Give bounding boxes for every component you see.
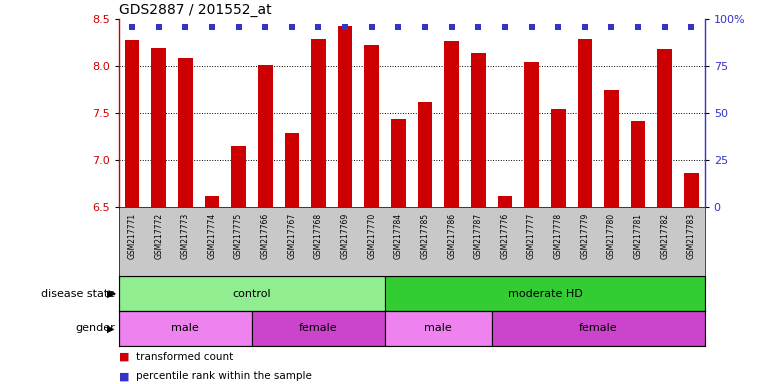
Text: GSM217784: GSM217784 <box>394 213 403 259</box>
Text: female: female <box>579 323 617 333</box>
Point <box>419 24 431 30</box>
Bar <box>284 133 300 207</box>
Bar <box>604 90 619 207</box>
Text: ▶: ▶ <box>107 289 115 299</box>
Bar <box>492 311 705 346</box>
Text: GSM217774: GSM217774 <box>208 213 217 259</box>
Text: GSM217775: GSM217775 <box>234 213 243 259</box>
Point <box>605 24 617 30</box>
Bar <box>231 146 246 207</box>
Text: GSM217782: GSM217782 <box>660 213 669 259</box>
Point <box>525 24 538 30</box>
Text: GSM217770: GSM217770 <box>367 213 376 259</box>
Text: GDS2887 / 201552_at: GDS2887 / 201552_at <box>119 3 271 17</box>
Text: GSM217767: GSM217767 <box>287 213 296 259</box>
Bar <box>178 58 192 207</box>
Text: male: male <box>424 323 452 333</box>
Text: percentile rank within the sample: percentile rank within the sample <box>136 371 312 381</box>
Bar <box>524 61 539 207</box>
Point <box>392 24 404 30</box>
Point <box>499 24 511 30</box>
Bar <box>471 53 486 207</box>
Text: GSM217769: GSM217769 <box>341 213 349 259</box>
Bar <box>119 276 385 311</box>
Text: GSM217783: GSM217783 <box>687 213 696 259</box>
Text: GSM217768: GSM217768 <box>314 213 323 259</box>
Text: GSM217779: GSM217779 <box>581 213 589 259</box>
Point <box>339 24 352 30</box>
Point <box>286 24 298 30</box>
Bar <box>252 311 385 346</box>
Text: female: female <box>300 323 338 333</box>
Text: GSM217776: GSM217776 <box>500 213 509 259</box>
Point <box>259 24 271 30</box>
Point <box>552 24 565 30</box>
Point <box>232 24 244 30</box>
Bar <box>385 276 705 311</box>
Bar <box>684 174 699 207</box>
Text: GSM217780: GSM217780 <box>607 213 616 259</box>
Point <box>579 24 591 30</box>
Text: GSM217773: GSM217773 <box>181 213 190 259</box>
Text: ▶: ▶ <box>107 323 115 333</box>
Bar <box>119 311 252 346</box>
Text: GSM217771: GSM217771 <box>128 213 136 259</box>
Point <box>472 24 484 30</box>
Bar <box>152 48 166 207</box>
Point <box>126 24 138 30</box>
Bar <box>551 109 565 207</box>
Bar <box>391 119 406 207</box>
Bar <box>338 26 352 207</box>
Bar <box>385 311 492 346</box>
Text: GSM217777: GSM217777 <box>527 213 536 259</box>
Text: GSM217785: GSM217785 <box>421 213 430 259</box>
Point <box>659 24 671 30</box>
Bar <box>631 121 646 207</box>
Bar <box>657 49 672 207</box>
Bar <box>365 45 379 207</box>
Bar <box>498 196 512 207</box>
Text: disease state: disease state <box>41 289 115 299</box>
Point <box>179 24 192 30</box>
Text: GSM217781: GSM217781 <box>633 213 643 259</box>
Text: male: male <box>172 323 199 333</box>
Text: control: control <box>233 289 271 299</box>
Bar <box>578 39 592 207</box>
Text: GSM217766: GSM217766 <box>260 213 270 259</box>
Text: ■: ■ <box>119 371 129 381</box>
Point <box>632 24 644 30</box>
Text: GSM217787: GSM217787 <box>474 213 483 259</box>
Bar <box>311 39 326 207</box>
Point <box>446 24 458 30</box>
Text: moderate HD: moderate HD <box>508 289 582 299</box>
Point <box>365 24 378 30</box>
Bar <box>444 41 459 207</box>
Text: GSM217772: GSM217772 <box>154 213 163 259</box>
Bar <box>417 102 432 207</box>
Text: transformed count: transformed count <box>136 352 233 362</box>
Point <box>313 24 325 30</box>
Point <box>152 24 165 30</box>
Text: ■: ■ <box>119 352 129 362</box>
Text: GSM217778: GSM217778 <box>554 213 563 259</box>
Text: gender: gender <box>75 323 115 333</box>
Point <box>686 24 698 30</box>
Bar <box>258 65 273 207</box>
Bar <box>125 40 139 207</box>
Point <box>206 24 218 30</box>
Text: GSM217786: GSM217786 <box>447 213 457 259</box>
Bar <box>205 196 219 207</box>
